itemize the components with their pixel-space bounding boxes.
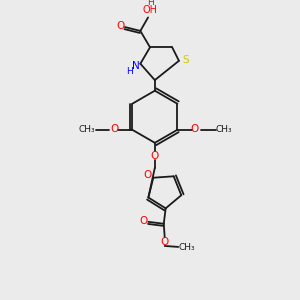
Text: O: O bbox=[190, 124, 199, 134]
Text: CH₃: CH₃ bbox=[178, 243, 195, 252]
Text: OH: OH bbox=[142, 5, 158, 15]
Text: O: O bbox=[140, 216, 148, 226]
Text: H: H bbox=[147, 0, 153, 8]
Text: CH₃: CH₃ bbox=[79, 125, 95, 134]
Text: S: S bbox=[182, 55, 189, 65]
Text: CH₃: CH₃ bbox=[215, 125, 232, 134]
Text: O: O bbox=[111, 124, 119, 134]
Text: O: O bbox=[143, 170, 152, 180]
Text: O: O bbox=[160, 237, 169, 247]
Text: O: O bbox=[116, 21, 124, 31]
Text: H: H bbox=[126, 67, 133, 76]
Text: N: N bbox=[132, 61, 140, 70]
Text: O: O bbox=[151, 151, 159, 161]
